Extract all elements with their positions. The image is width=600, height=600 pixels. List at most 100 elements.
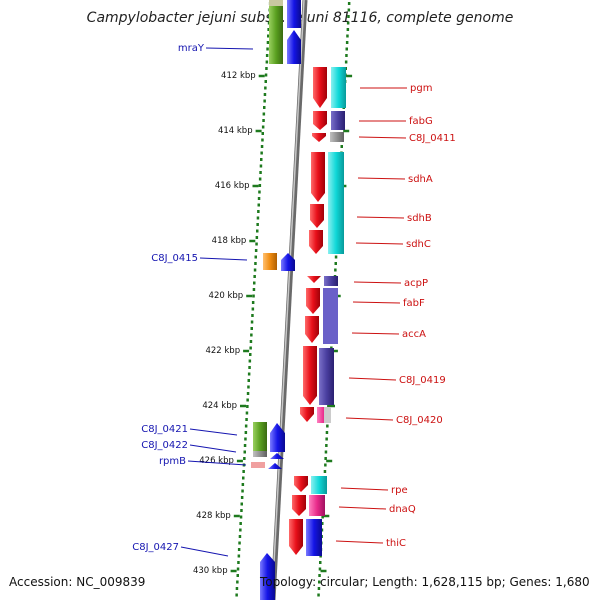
boundary-dot xyxy=(249,353,252,356)
forward-strand-features xyxy=(289,67,346,556)
boundary-dot xyxy=(257,210,260,213)
boundary-dot xyxy=(264,73,268,77)
boundary-dot xyxy=(250,333,253,337)
boundary-dot xyxy=(334,255,338,259)
boundary-dot xyxy=(266,47,269,51)
boundary-dot xyxy=(267,28,270,31)
gene-label-acpP: acpP xyxy=(404,278,428,289)
boundary-dot xyxy=(248,366,251,369)
boundary-dot xyxy=(243,457,246,460)
boundary-dot xyxy=(237,554,241,558)
gene-label-rpmB: rpmB xyxy=(159,456,186,467)
boundary-dot xyxy=(239,515,243,519)
gene-label-C8J_0427: C8J_0427 xyxy=(132,542,179,553)
cog-box xyxy=(306,519,322,556)
left-gene-labels: mraY C8J_0415 C8J_0421 C8J_0422 rpmB C8J… xyxy=(132,43,254,557)
boundary-dot xyxy=(247,379,250,382)
gene-label-C8J_0422: C8J_0422 xyxy=(141,440,188,451)
gene-label-C8J_0415: C8J_0415 xyxy=(151,253,198,264)
gene-label-C8J_0421: C8J_0421 xyxy=(141,424,188,435)
cds-arrow xyxy=(294,476,308,492)
gene-label-thiC: thiC xyxy=(386,538,406,549)
cds-arrow xyxy=(270,423,285,452)
gene-label-accA: accA xyxy=(402,329,426,340)
cds-arrow xyxy=(309,230,323,254)
boundary-dot xyxy=(260,151,263,155)
boundary-dot xyxy=(260,158,263,161)
boundary-dot xyxy=(259,164,263,168)
gene-label-C8J_0419: C8J_0419 xyxy=(399,375,446,386)
cds-arrow xyxy=(313,67,327,108)
boundary-dot xyxy=(319,561,322,564)
cds-arrow xyxy=(312,133,326,142)
gene-label-fabG: fabG xyxy=(409,116,433,127)
boundary-dot xyxy=(240,502,243,506)
boundary-dot xyxy=(235,593,238,597)
boundary-dot xyxy=(235,587,239,590)
boundary-dot xyxy=(321,515,324,519)
boundary-dot xyxy=(239,522,242,525)
boundary-dot xyxy=(256,216,260,220)
gene-label-sdhA: sdhA xyxy=(408,174,433,185)
boundary-dot xyxy=(323,470,327,473)
cds-arrow xyxy=(268,463,282,469)
cds-arrow xyxy=(310,204,324,228)
boundary-dot xyxy=(238,535,242,538)
gene-label-pgm: pgm xyxy=(410,83,432,94)
gene-label-sdhC: sdhC xyxy=(406,239,431,250)
boundary-dot xyxy=(258,184,262,187)
cds-arrow xyxy=(306,288,320,314)
cds-arrow xyxy=(303,346,317,405)
ruler-label: 424 kbp xyxy=(202,401,237,411)
boundary-dot xyxy=(344,60,348,64)
genome-backbone-highlight xyxy=(271,0,305,600)
cog-box xyxy=(319,348,334,405)
cog-box xyxy=(263,253,277,270)
boundary-dot xyxy=(259,171,262,174)
boundary-dot xyxy=(318,567,322,571)
cog-box xyxy=(331,67,346,108)
boundary-dot xyxy=(244,437,247,441)
boundary-dot xyxy=(263,106,266,109)
boundary-dot xyxy=(340,145,343,148)
cog-box xyxy=(269,0,283,6)
cds-arrow xyxy=(292,495,306,516)
cog-box xyxy=(260,590,275,600)
cog-box xyxy=(253,451,267,457)
cog-box xyxy=(251,462,265,468)
boundary-dot xyxy=(239,528,242,532)
boundary-dot xyxy=(241,489,244,493)
cds-arrow xyxy=(287,30,301,64)
boundary-dot xyxy=(257,203,260,207)
cog-box xyxy=(331,111,345,130)
boundary-dot xyxy=(252,294,255,298)
boundary-dot xyxy=(245,418,248,421)
right-gene-labels: pgm fabG C8J_0411 sdhA sdhB sdhC acpP fa… xyxy=(335,83,456,549)
boundary-dot xyxy=(253,275,256,278)
boundary-dot xyxy=(347,15,350,18)
boundary-dot xyxy=(324,463,327,467)
boundary-dot xyxy=(241,483,245,486)
boundary-dot xyxy=(265,60,269,64)
boundary-dot xyxy=(251,314,254,317)
boundary-dot xyxy=(236,580,239,584)
cog-box xyxy=(309,495,325,516)
boundary-dot xyxy=(243,444,247,447)
cds-arrow xyxy=(311,152,325,202)
boundary-dot xyxy=(249,346,252,350)
boundary-dot xyxy=(267,34,270,38)
ruler-label: 422 kbp xyxy=(205,346,240,356)
boundary-dot xyxy=(247,385,250,389)
ruler-label: 430 kbp xyxy=(193,566,228,576)
boundary-dot xyxy=(249,340,253,343)
boundary-dot xyxy=(325,431,329,434)
gene-label-fabF: fabF xyxy=(403,298,425,309)
boundary-dot xyxy=(256,223,259,226)
boundary-dot xyxy=(250,320,254,324)
boundary-dot xyxy=(321,522,324,525)
boundary-dot xyxy=(256,229,259,233)
boundary-dot xyxy=(263,99,266,103)
boundary-dot xyxy=(253,281,256,285)
ruler-label: 418 kbp xyxy=(212,236,247,246)
boundary-dot xyxy=(254,255,257,259)
